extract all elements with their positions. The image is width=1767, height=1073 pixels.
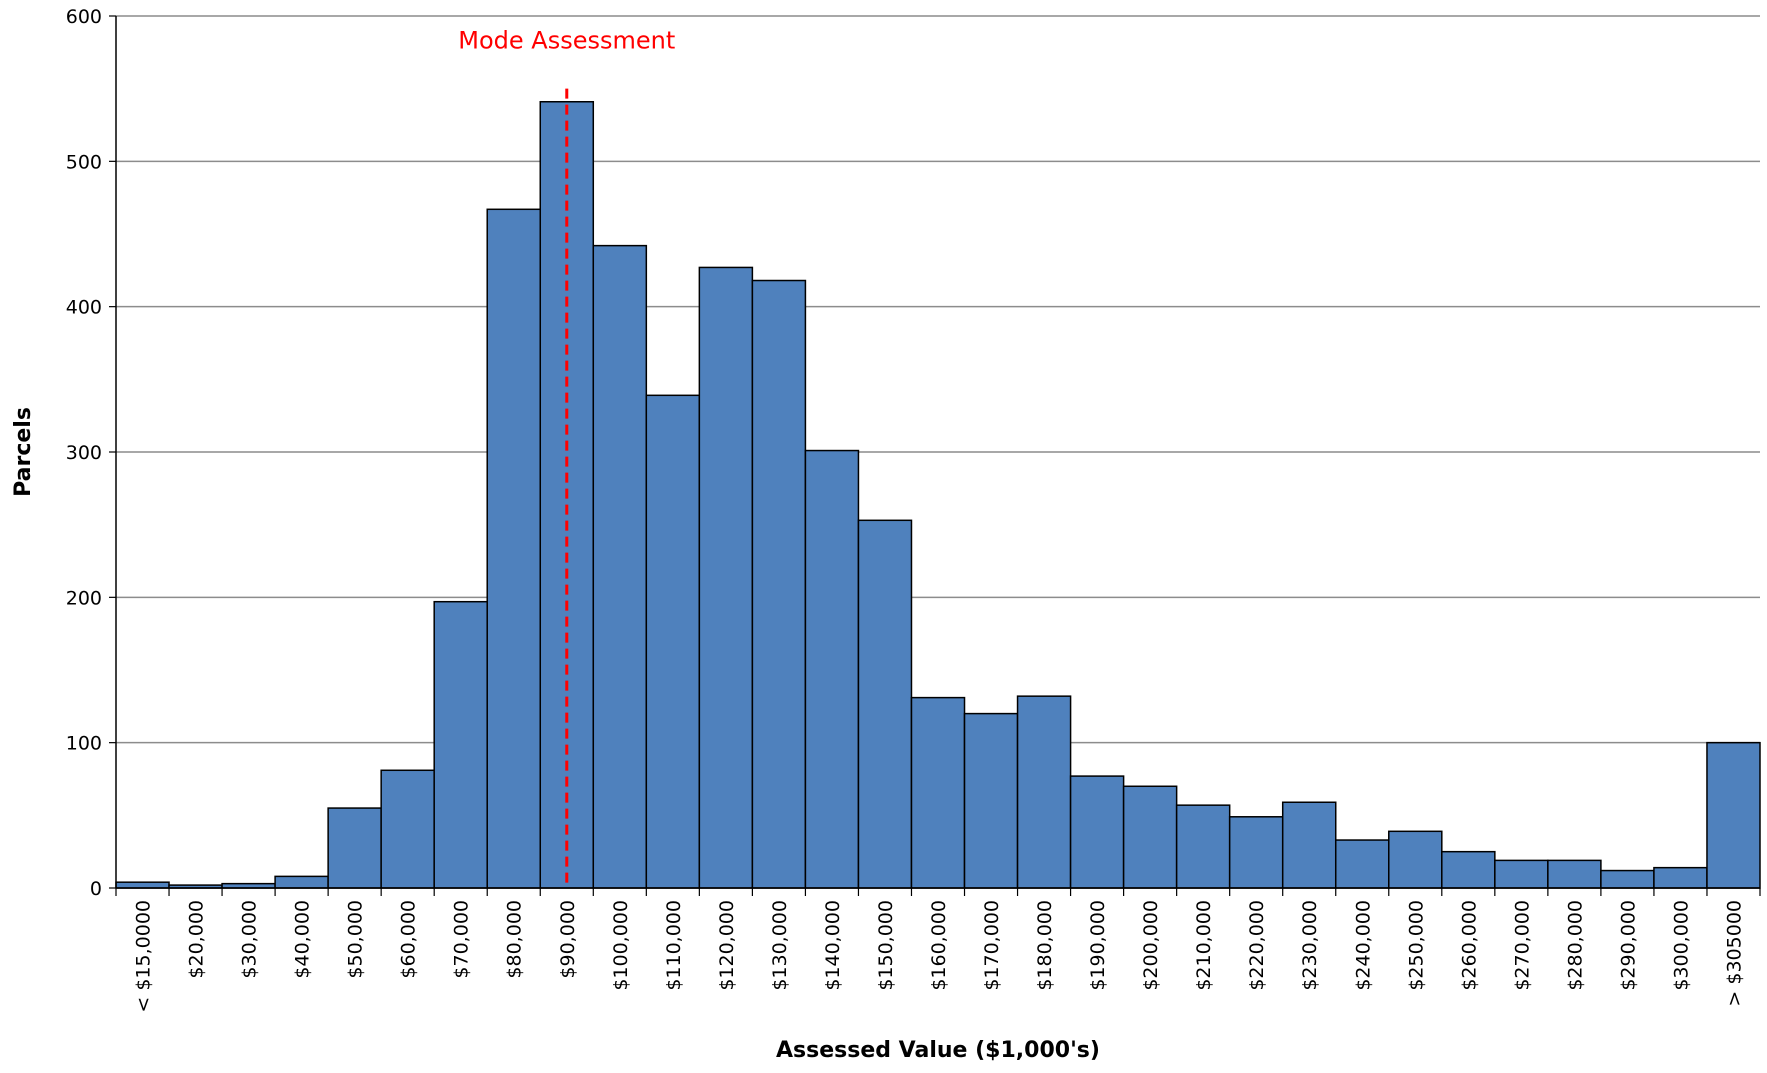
- bar: [1016, 695, 1072, 889]
- y-tick-label: 600: [66, 6, 102, 28]
- bar: [592, 244, 648, 889]
- x-tick-label: $70,000: [451, 900, 473, 979]
- x-tick-label: $90,000: [557, 900, 579, 979]
- x-tick-label: $120,000: [716, 900, 738, 991]
- bar: [1388, 830, 1443, 889]
- bar: [327, 807, 382, 889]
- bar: [1122, 785, 1178, 889]
- bar: [857, 519, 913, 889]
- x-tick-label: $280,000: [1564, 900, 1586, 991]
- bar: [645, 394, 701, 889]
- x-tick-label: $190,000: [1087, 900, 1109, 991]
- x-tick-label: $50,000: [345, 900, 367, 979]
- x-tick-label: $110,000: [663, 900, 685, 991]
- bar: [115, 881, 170, 889]
- x-tick-label: $300,000: [1670, 900, 1692, 991]
- x-tick-label: $40,000: [292, 900, 314, 979]
- bar: [1175, 804, 1231, 889]
- x-tick-label: > $305000: [1723, 900, 1745, 1007]
- y-tick-label: 500: [66, 151, 102, 173]
- x-tick-label: $230,000: [1299, 900, 1321, 991]
- x-tick-label: $20,000: [186, 900, 208, 979]
- x-tick-label: $100,000: [610, 900, 632, 991]
- x-tick-label: $260,000: [1458, 900, 1480, 991]
- x-tick-label: $210,000: [1193, 900, 1215, 991]
- x-axis-title: Assessed Value ($1,000's): [776, 1038, 1100, 1063]
- x-tick-label: $140,000: [822, 900, 844, 991]
- bar: [910, 696, 966, 889]
- x-tick-label: $220,000: [1246, 900, 1268, 991]
- bar: [1706, 741, 1761, 889]
- bar: [963, 712, 1019, 889]
- y-tick-label: 0: [90, 878, 102, 900]
- x-tick-label: $80,000: [504, 900, 526, 979]
- x-tick-label: $200,000: [1140, 900, 1162, 991]
- y-axis-title: Parcels: [11, 407, 36, 497]
- bar: [486, 208, 542, 889]
- bar: [1494, 859, 1549, 889]
- x-tick-label: < $15,0000: [133, 900, 155, 1013]
- bar: [751, 279, 807, 889]
- bar: [1441, 850, 1496, 889]
- bar: [1600, 869, 1655, 889]
- bar: [380, 769, 435, 889]
- y-tick-label: 300: [66, 442, 102, 464]
- x-tick-label: $290,000: [1617, 900, 1639, 991]
- bar: [804, 449, 860, 889]
- bar: [698, 266, 754, 889]
- bar: [1334, 839, 1390, 889]
- x-tick-label: $150,000: [875, 900, 897, 991]
- bar: [433, 600, 488, 889]
- x-tick-label: $270,000: [1511, 900, 1533, 991]
- x-tick-label: $250,000: [1405, 900, 1427, 991]
- annotation: Mode Assessment: [458, 27, 675, 55]
- x-tick-label: $160,000: [928, 900, 950, 991]
- x-tick-label: $30,000: [239, 900, 261, 979]
- x-tick-label: $240,000: [1352, 900, 1374, 991]
- x-tick-label: $180,000: [1034, 900, 1056, 991]
- x-tick-label: $170,000: [981, 900, 1003, 991]
- y-tick-label: 400: [66, 297, 102, 319]
- x-tick-label: $60,000: [398, 900, 420, 979]
- bar: [1653, 866, 1708, 889]
- bar: [1281, 801, 1337, 889]
- y-tick-label: 200: [66, 587, 102, 609]
- bar: [1228, 816, 1284, 889]
- y-tick-label: 100: [66, 733, 102, 755]
- bar: [1547, 859, 1602, 889]
- bar: [274, 875, 329, 889]
- x-tick-label: $130,000: [769, 900, 791, 991]
- bar: [1069, 775, 1125, 889]
